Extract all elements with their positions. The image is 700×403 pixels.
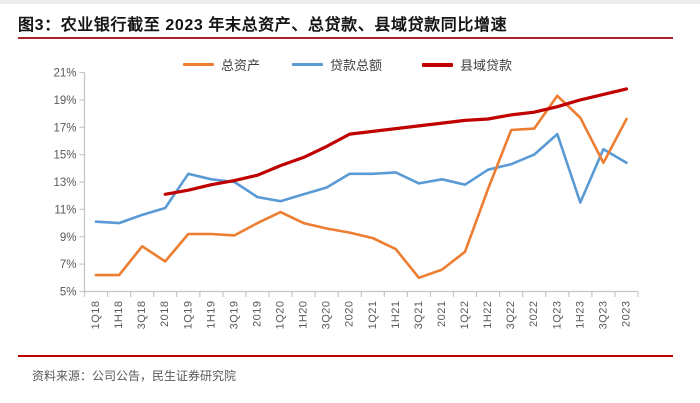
x-category-label: 1H21 <box>390 301 402 329</box>
x-category-label: 3Q20 <box>321 301 333 330</box>
x-category-label: 3Q19 <box>228 301 240 330</box>
legend-label-total-assets: 总资产 <box>221 58 261 73</box>
bottom-rule <box>18 355 673 357</box>
y-tick-label: 13% <box>53 177 76 189</box>
x-category-label: 2023 <box>620 301 632 327</box>
x-category-label: 1Q20 <box>275 301 287 330</box>
legend-item-total-assets: 总资产 <box>183 56 260 73</box>
x-category-label: 2019 <box>251 301 263 327</box>
figure-title: 图3：农业银行截至 2023 年末总资产、总贷款、县域贷款同比增速 <box>18 17 508 34</box>
series-line-total-assets <box>94 94 628 280</box>
x-category-label: 1H23 <box>574 301 586 329</box>
y-tick-label: 21% <box>53 68 76 80</box>
y-tick-label: 19% <box>53 95 76 107</box>
legend-swatch-total-assets <box>183 63 214 66</box>
y-tick-label: 15% <box>53 150 76 162</box>
x-category-label: 3Q21 <box>413 301 425 330</box>
series-line-total-loans <box>94 132 628 225</box>
page-top-strip <box>0 0 700 4</box>
x-category-label: 2018 <box>159 301 171 327</box>
legend-item-total-loans: 贷款总额 <box>292 56 382 73</box>
legend-label-county-loans: 县域贷款 <box>460 58 513 73</box>
x-category-label: 1Q18 <box>90 301 102 330</box>
x-category-label: 1Q19 <box>182 301 194 330</box>
title-underline-rule <box>18 37 673 39</box>
x-category-label: 3Q22 <box>505 301 517 330</box>
y-tick-label: 7% <box>60 259 77 271</box>
y-tick-label: 9% <box>60 232 77 244</box>
x-category-label: 1Q23 <box>551 301 563 330</box>
x-category-label: 2022 <box>528 301 540 327</box>
legend-item-county-loans: 县域贷款 <box>422 56 512 73</box>
y-tick-label: 17% <box>53 122 76 134</box>
x-category-label: 1H20 <box>298 301 310 329</box>
legend-swatch-county-loans <box>422 62 453 67</box>
x-category-label: 1Q22 <box>459 301 471 330</box>
x-category-label: 1H19 <box>205 301 217 329</box>
x-category-label: 1Q21 <box>367 301 379 330</box>
legend-swatch-total-loans <box>292 63 323 66</box>
x-category-label: 1H22 <box>482 301 494 329</box>
x-category-label: 2021 <box>436 301 448 327</box>
x-category-label: 1H18 <box>113 301 125 329</box>
y-tick-label: 11% <box>54 204 76 216</box>
source-note: 资料来源：公司公告，民生证券研究院 <box>32 369 237 383</box>
legend-label-total-loans: 贷款总额 <box>330 58 383 73</box>
x-category-label: 3Q18 <box>136 301 148 330</box>
series-line-county-loans <box>163 87 629 196</box>
x-category-label: 3Q23 <box>597 301 609 330</box>
x-category-label: 2020 <box>344 301 356 327</box>
y-tick-label: 5% <box>60 287 77 299</box>
